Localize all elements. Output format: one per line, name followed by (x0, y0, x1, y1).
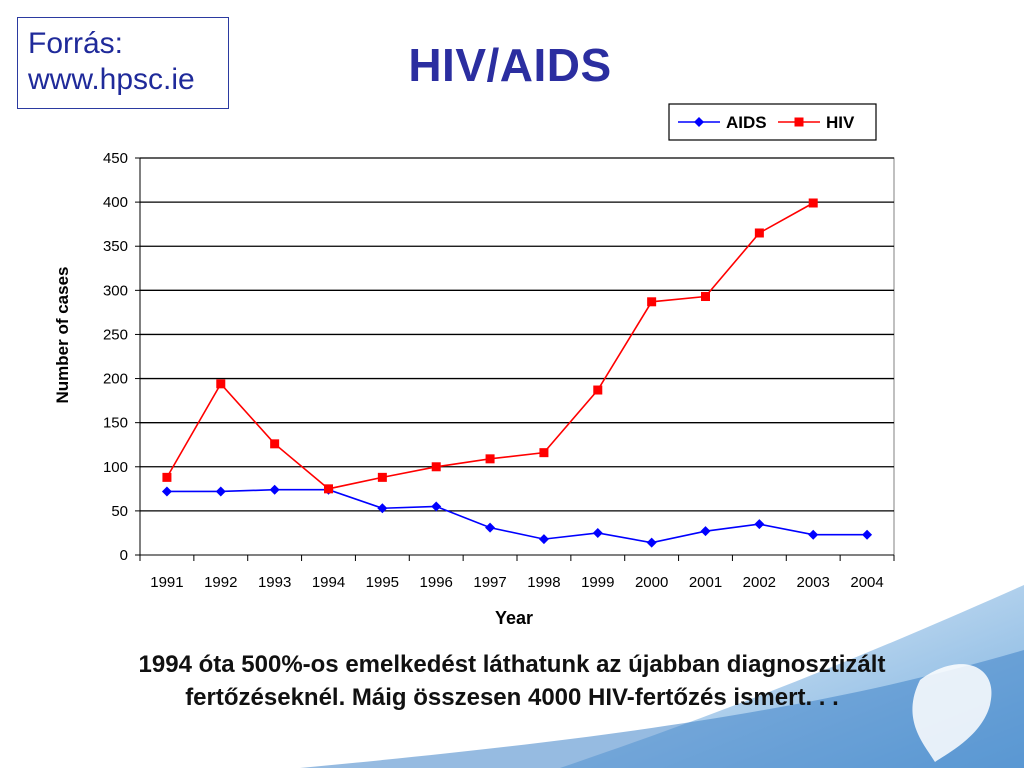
x-tick-label: 2003 (797, 574, 830, 591)
y-tick-label: 100 (103, 459, 128, 476)
hiv-point (431, 462, 441, 472)
hiv-point (593, 385, 603, 395)
hiv-point (377, 472, 387, 482)
aids-point (485, 522, 496, 533)
aids-series-line (166, 488, 868, 544)
aids-point (646, 537, 657, 548)
aids-point (592, 527, 603, 538)
aids-point (377, 503, 388, 514)
aids-point (215, 486, 226, 497)
y-tick-label: 200 (103, 371, 128, 388)
source-label: Forrás: (28, 27, 124, 60)
y-tick-label: 300 (103, 282, 128, 299)
aids-point (269, 484, 280, 495)
x-tick-label: 1999 (581, 574, 614, 591)
hiv-point (539, 448, 549, 458)
x-tick-label: 1993 (258, 574, 291, 591)
hiv-point (701, 292, 710, 302)
legend-label-hiv: HIV (826, 113, 855, 132)
x-tick-label: 1996 (420, 574, 453, 591)
hiv-point (270, 439, 280, 449)
caption: 1994 óta 500%-os emelkedést láthatunk az… (0, 648, 1024, 714)
x-tick-label: 1995 (366, 574, 399, 591)
hiv-point (808, 198, 818, 208)
hiv-point (754, 228, 764, 238)
x-tick-label: 2004 (850, 574, 883, 591)
y-tick-label: 250 (103, 326, 128, 343)
x-axis-label: Year (495, 608, 533, 628)
hiv-point (324, 484, 333, 494)
aids-point (161, 486, 172, 497)
aids-point (538, 534, 549, 545)
caption-line-2: fertőzéseknél. Máig összesen 4000 HIV-fe… (185, 684, 839, 711)
x-tick-label: 1998 (527, 574, 560, 591)
legend-label-aids: AIDS (726, 113, 767, 132)
y-axis-label: Number of cases (53, 267, 72, 404)
legend: AIDS HIV (668, 103, 877, 141)
y-tick-label: 50 (111, 503, 128, 520)
aids-point (700, 526, 711, 537)
source-url: www.hpsc.ie (28, 63, 195, 96)
aids-point (431, 501, 442, 512)
legend-marker-aids (694, 117, 704, 127)
x-tick-label: 1991 (150, 574, 183, 591)
x-tick-label: 2000 (635, 574, 668, 591)
y-tick-label: 450 (103, 150, 128, 167)
y-tick-label: 400 (103, 194, 128, 211)
x-tick-label: 1992 (204, 574, 237, 591)
x-tick-label: 1994 (312, 574, 345, 591)
x-tick-label: 2002 (743, 574, 776, 591)
slide-title: HIV/AIDS (408, 39, 612, 91)
caption-line-1: 1994 óta 500%-os emelkedést láthatunk az… (138, 651, 886, 678)
hiv-point (216, 379, 226, 389)
hiv-point (485, 454, 495, 464)
x-tick-label: 2001 (689, 574, 722, 591)
y-tick-label: 0 (120, 547, 128, 564)
aids-point (862, 529, 873, 540)
hiv-point (647, 297, 657, 307)
aids-point (808, 529, 819, 540)
hiv-point (162, 472, 172, 482)
y-tick-label: 350 (103, 238, 128, 255)
y-tick-label: 150 (103, 415, 128, 432)
legend-marker-hiv (794, 117, 804, 127)
plot-area (139, 157, 895, 556)
x-tick-label: 1997 (473, 574, 506, 591)
source-box: Forrás: www.hpsc.ie (17, 17, 229, 109)
aids-point (754, 519, 765, 530)
